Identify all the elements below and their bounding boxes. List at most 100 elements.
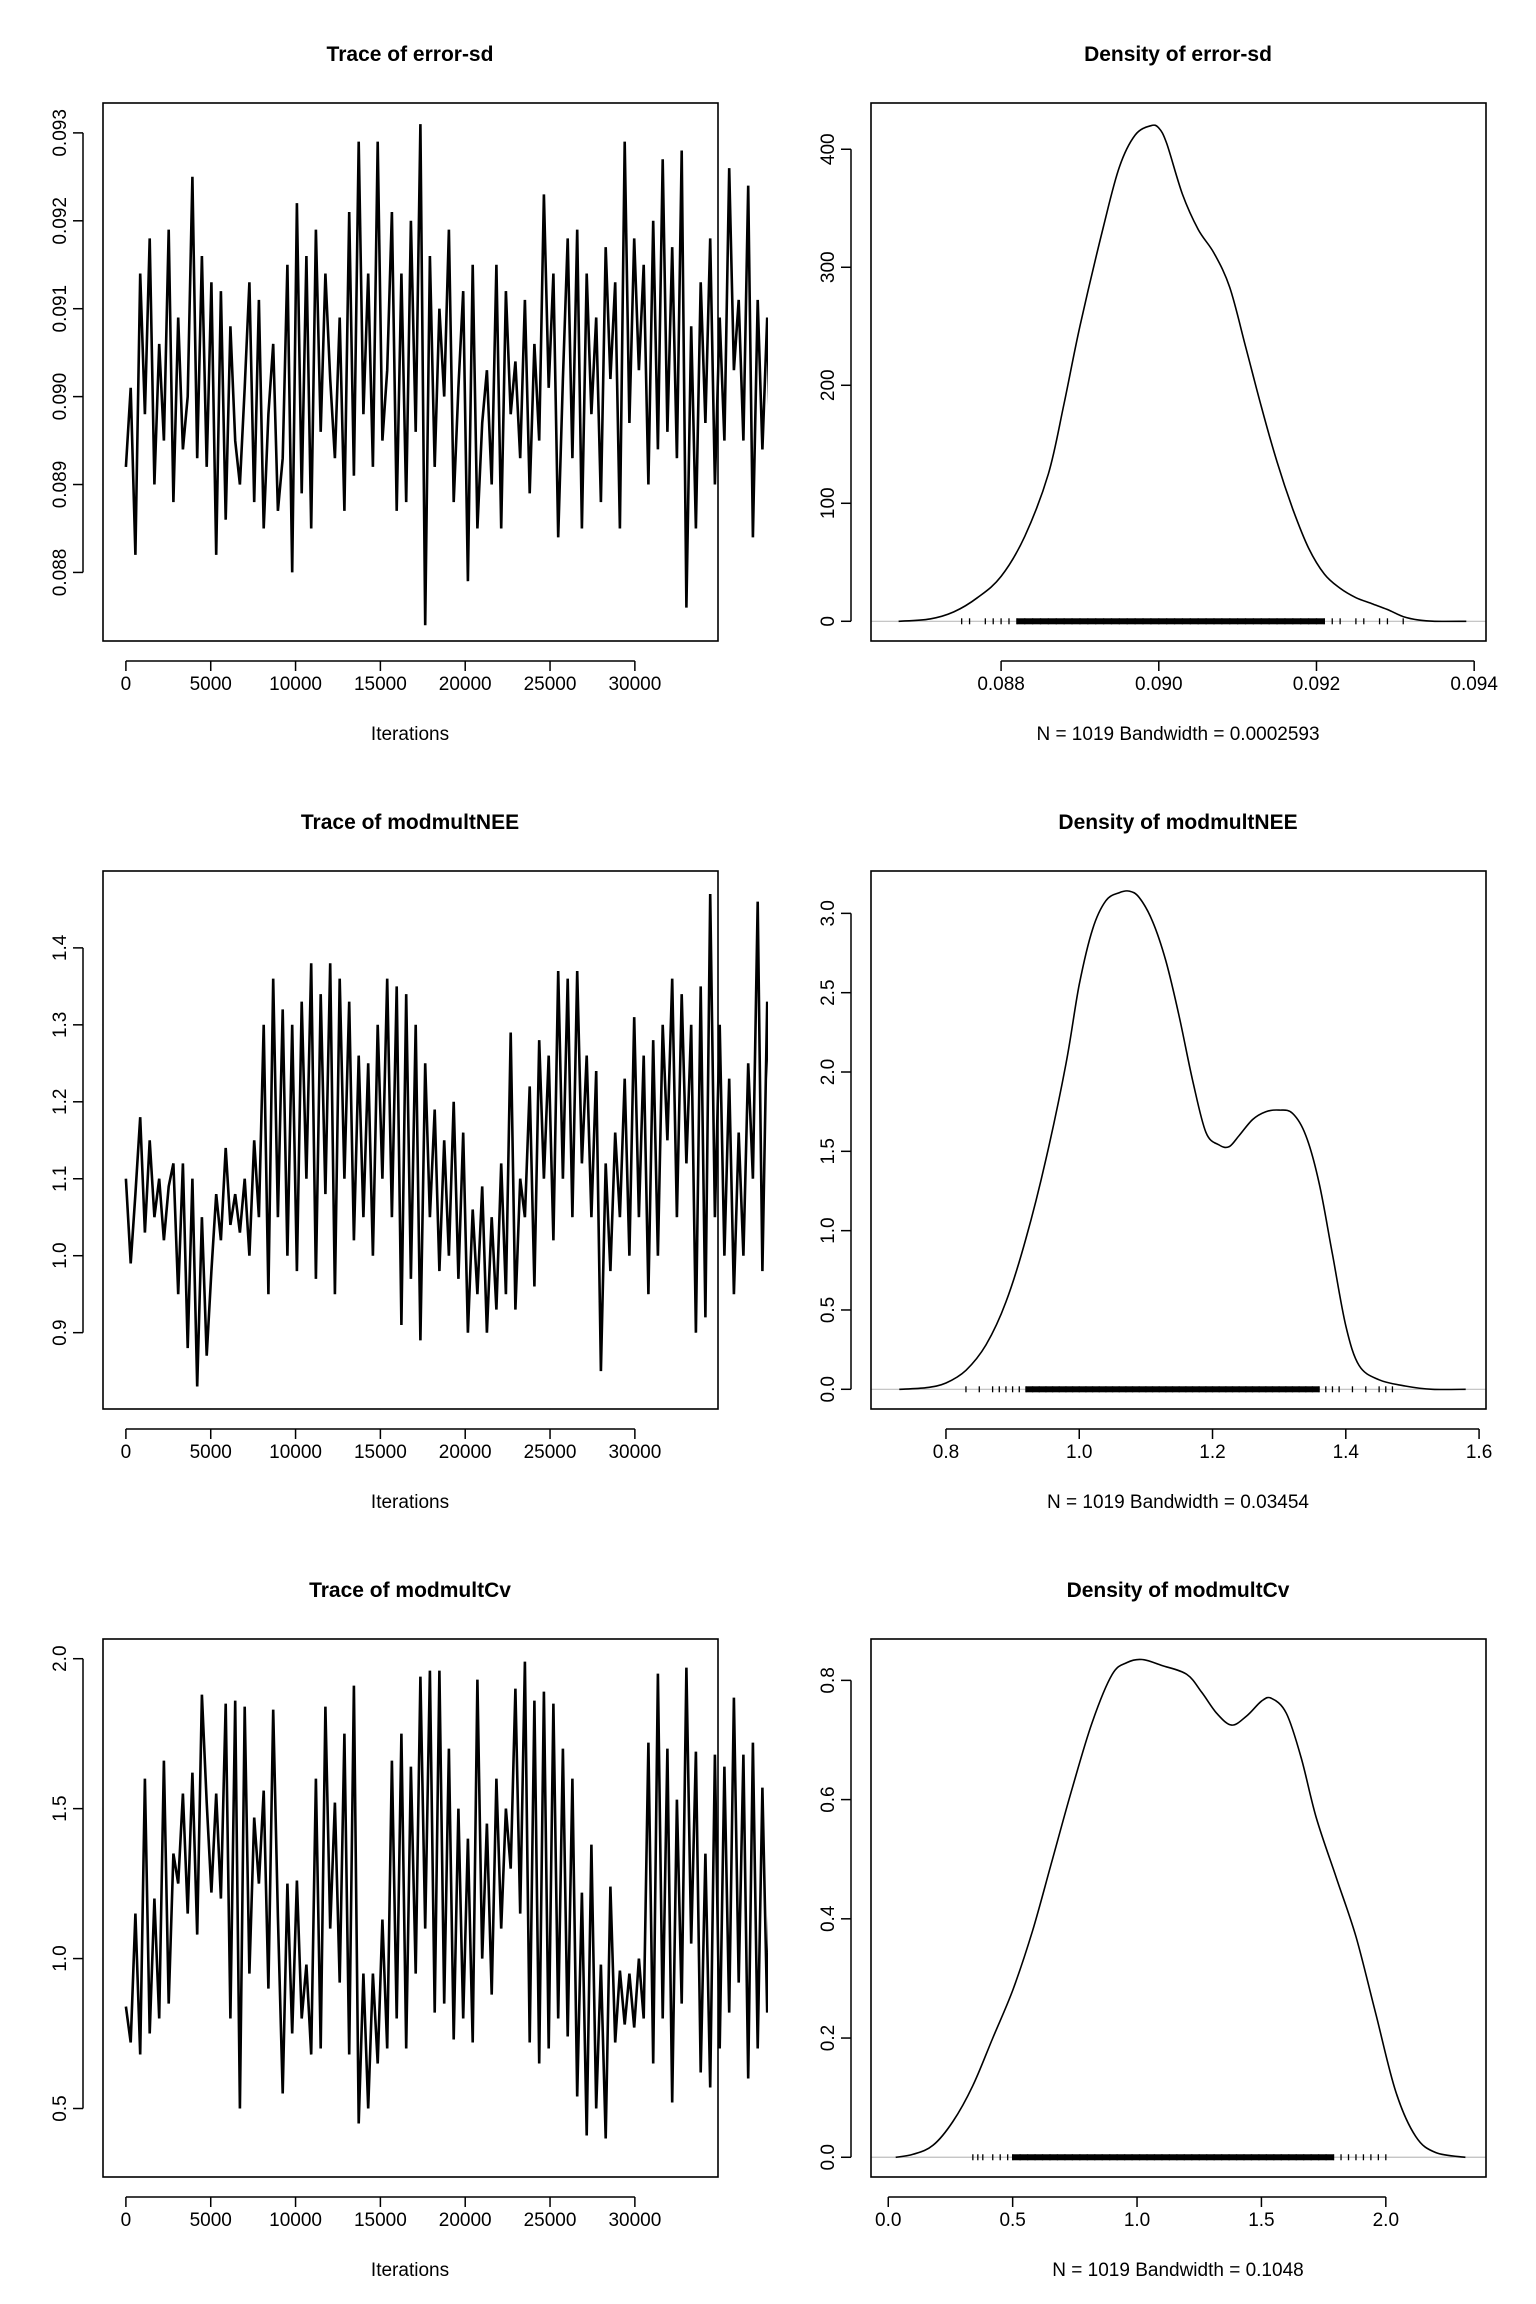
y-tick-label: 100 [818,487,839,519]
x-tick-label: 1.5 [1248,2210,1274,2231]
y-tick-label: 0.091 [50,285,71,333]
y-tick-label: 0.093 [50,109,71,157]
x-tick-label: 5000 [190,674,232,695]
chart-trace-modmultCv: Trace of modmultCv 0 5000 10000 15000 20000 25… [50,1579,768,2281]
y-tick-label: 1.5 [818,1138,839,1164]
x-tick-label: 1.0 [1066,1442,1092,1463]
x-tick-label: 0.0 [875,2210,901,2231]
x-tick-label: 10000 [269,674,322,695]
plot-frame [102,1638,719,2178]
x-axis-label: N = 1019 Bandwidth = 0.0002593 [1036,724,1319,745]
chart-trace-error-sd: Trace of error-sd 0 5000 10000 15000 20000 250… [50,43,768,745]
x-tick-label: 20000 [439,1442,492,1463]
chart-title: Trace of modmultNEE [301,811,519,834]
x-tick-label: 25000 [524,1442,577,1463]
y-tick-label: 400 [818,133,839,165]
x-tick-label: 0.8 [933,1442,959,1463]
y-tick-label: 2.0 [50,1645,71,1671]
panel-trace-modmultCv: Trace of modmultCv 0 5000 10000 15000 20000 25… [0,1536,768,2304]
x-axis-label: N = 1019 Bandwidth = 0.1048 [1052,2260,1303,2281]
chart-density-modmultNEE: Density of modmultNEE 0.8 1.0 1.2 1.4 1.6 N = … [818,811,1492,1513]
density-curve [895,1658,1466,2159]
rug-band [1016,618,1325,625]
x-axis-label: Iterations [371,724,449,745]
x-tick-label: 20000 [439,674,492,695]
x-tick-label: 1.4 [1333,1442,1360,1463]
plot-frame [102,870,719,1410]
trace-line [124,1661,768,2139]
x-tick-label: 0 [121,2210,132,2231]
x-axis-label: N = 1019 Bandwidth = 0.03454 [1047,1492,1309,1513]
chart-title: Density of modmultCv [1067,1579,1290,1602]
x-tick-label: 2.0 [1373,2210,1399,2231]
plot-frame [870,1638,1487,2178]
y-tick-label: 0.0 [818,1376,839,1402]
y-tick-label: 1.0 [818,1217,839,1243]
x-tick-label: 1.6 [1466,1442,1492,1463]
density-curve [899,890,1466,1391]
y-tick-label: 0.092 [50,197,71,245]
y-tick-label: 0.5 [818,1297,839,1323]
x-tick-label: 0.092 [1293,674,1341,695]
rug-band [1025,1386,1320,1393]
chart-title: Density of error-sd [1084,43,1272,66]
y-tick-label: 1.0 [50,1945,71,1971]
x-tick-label: 30000 [608,1442,661,1463]
y-tick-label: 1.2 [50,1089,71,1115]
density-curve [898,124,1467,623]
chart-title: Trace of error-sd [327,43,494,66]
y-tick-label: 0.2 [818,2025,839,2051]
y-tick-label: 0.0 [818,2144,839,2170]
chart-density-modmultCv: Density of modmultCv 0.0 0.5 1.0 1.5 2.0 N = 1… [818,1579,1487,2281]
y-tick-label: 2.5 [818,979,839,1005]
y-tick-label: 1.4 [50,934,71,961]
x-tick-label: 5000 [190,1442,232,1463]
x-tick-label: 0.090 [1135,674,1183,695]
x-tick-label: 10000 [269,2210,322,2231]
x-tick-label: 0 [121,1442,132,1463]
plot-frame [102,102,719,642]
x-tick-label: 0.5 [999,2210,1025,2231]
y-tick-label: 0.089 [50,461,71,509]
y-tick-label: 0.5 [50,2095,71,2121]
x-tick-label: 5000 [190,2210,232,2231]
y-tick-label: 0.8 [818,1667,839,1693]
panel-density-modmultCv: Density of modmultCv 0.0 0.5 1.0 1.5 2.0 N = 1… [768,1536,1536,2304]
x-tick-label: 30000 [608,674,661,695]
chart-title: Density of modmultNEE [1058,811,1297,834]
y-tick-label: 0.088 [50,549,71,597]
x-tick-label: 30000 [608,2210,661,2231]
x-tick-label: 20000 [439,2210,492,2231]
x-axis-label: Iterations [371,1492,449,1513]
x-tick-label: 0.088 [977,674,1025,695]
chart-density-error-sd: Density of error-sd 0.088 0.090 0.092 0.094 N… [818,43,1498,745]
trace-line [124,124,768,626]
plot-frame [870,870,1487,1410]
x-tick-label: 25000 [524,2210,577,2231]
y-tick-label: 0.090 [50,373,71,421]
x-tick-label: 0.094 [1450,674,1498,695]
chart-title: Trace of modmultCv [309,1579,511,1602]
x-tick-label: 0 [121,674,132,695]
y-tick-label: 0.6 [818,1786,839,1812]
y-tick-label: 200 [818,369,839,401]
panel-density-error-sd: Density of error-sd 0.088 0.090 0.092 0.094 N… [768,0,1536,768]
x-tick-label: 15000 [354,1442,407,1463]
y-tick-label: 1.3 [50,1012,71,1038]
panel-trace-modmultNEE: Trace of modmultNEE 0 5000 10000 15000 20000 2… [0,768,768,1536]
y-tick-label: 3.0 [818,900,839,926]
x-tick-label: 15000 [354,674,407,695]
y-tick-label: 300 [818,251,839,283]
plot-frame [870,102,1487,642]
x-tick-label: 1.0 [1124,2210,1150,2231]
x-tick-label: 1.2 [1199,1442,1225,1463]
x-tick-label: 25000 [524,674,577,695]
trace-line [124,893,768,1387]
x-tick-label: 15000 [354,2210,407,2231]
panel-density-modmultNEE: Density of modmultNEE 0.8 1.0 1.2 1.4 1.6 N = … [768,768,1536,1536]
y-tick-label: 1.1 [50,1166,71,1192]
y-tick-label: 0.4 [818,1905,839,1932]
y-tick-label: 0 [818,616,839,627]
y-tick-label: 0.9 [50,1319,71,1345]
x-axis-label: Iterations [371,2260,449,2281]
